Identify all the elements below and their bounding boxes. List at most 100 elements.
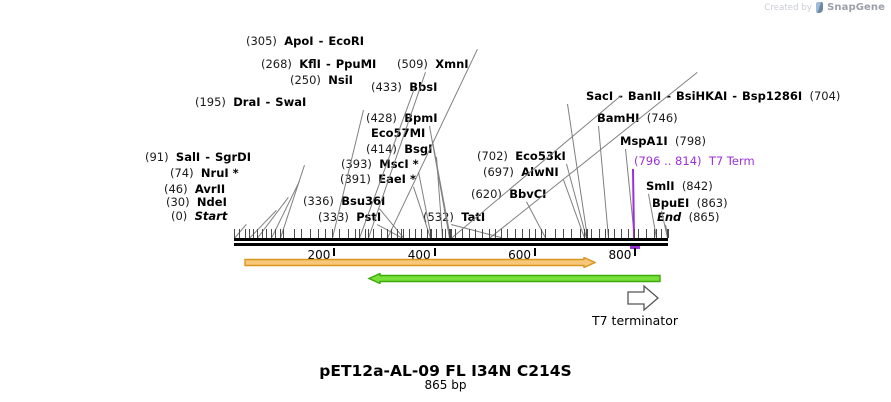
map-title: pET12a-AL-09 FL I34N C214S: [319, 362, 572, 380]
cut-site-tick: [469, 229, 470, 238]
site-label-sali-sgrdi[interactable]: (91) SalI - SgrDI: [145, 151, 251, 164]
site-label-smli[interactable]: SmlI (842): [646, 180, 713, 193]
enzyme-name: SgrDI: [214, 150, 251, 164]
site-label-kfli-ppumi[interactable]: (268) KflI - PpuMI: [261, 58, 376, 71]
enzyme-name: BsiHKAI: [675, 89, 728, 103]
enzyme-name: DraI: [233, 95, 261, 109]
site-label-drai-swai[interactable]: (195) DraI - SwaI: [195, 96, 306, 109]
cut-site-tick: [310, 229, 311, 238]
cut-site-tick: [584, 229, 585, 238]
cut-site-tick: [391, 229, 392, 238]
ruler-tick: [333, 248, 336, 256]
cut-site-tick: [501, 229, 502, 238]
cut-site-tick: [522, 229, 523, 238]
rightward-arrow-icon: [627, 284, 659, 312]
cut-site-tick: [654, 229, 655, 238]
site-label-bpmi[interactable]: (428) BpmI: [366, 112, 438, 125]
cut-site-tick: [397, 229, 398, 238]
ruler-tick: [534, 248, 537, 256]
cut-site-tick: [656, 229, 657, 238]
cut-site-tick: [245, 229, 246, 238]
t7-terminator-label: T7 terminator: [592, 313, 678, 328]
enzyme-name: SacI: [586, 89, 614, 103]
site-label-bpuei[interactable]: BpuEI (863): [652, 197, 728, 210]
cut-site-tick: [294, 229, 295, 238]
enzyme-name: KflI: [299, 57, 321, 71]
site-position: (428): [366, 111, 397, 125]
site-position: (863): [696, 196, 728, 210]
site-label-psti[interactable]: (333) PstI: [318, 211, 381, 224]
site-position: (250): [290, 73, 321, 87]
site-position: (0): [171, 209, 188, 223]
cut-site-tick: [571, 229, 572, 238]
cut-site-tick: [475, 229, 476, 238]
t7-term-feature-mark: [630, 246, 640, 249]
cut-site-tick: [614, 229, 615, 238]
site-position: (697): [483, 165, 514, 179]
cut-site-tick: [599, 229, 600, 238]
cut-site-tick: [339, 229, 340, 238]
site-label-nsii[interactable]: (250) NsiI: [290, 74, 353, 87]
cut-site-tick: [628, 229, 629, 238]
ruler-tick: [433, 248, 436, 256]
cut-site-tick: [283, 229, 284, 238]
site-label-avrii[interactable]: (46) AvrII: [164, 183, 225, 196]
cut-site-tick: [332, 229, 333, 238]
cut-site-tick: [605, 229, 606, 238]
site-label-ndei[interactable]: (30) NdeI: [166, 196, 227, 209]
enzyme-name: SwaI: [275, 95, 307, 109]
cut-site-tick: [555, 229, 556, 238]
ruler-tick-label: 200: [307, 248, 331, 262]
cut-site-tick: [275, 229, 276, 238]
cut-site-tick: [257, 229, 258, 238]
site-label-bbsi[interactable]: (433) BbsI: [371, 81, 437, 94]
ruler-tick-label: 400: [407, 248, 431, 262]
name-separator: -: [662, 89, 675, 103]
site-label-t7term[interactable]: (796 .. 814) T7 Term: [634, 155, 755, 168]
site-label-bbvci[interactable]: (620) BbvCI: [471, 188, 546, 201]
site-position: (46): [164, 182, 188, 196]
cut-site-tick: [409, 229, 410, 238]
cut-site-tick: [535, 229, 536, 238]
name-separator: -: [314, 34, 328, 48]
site-position: (305): [246, 34, 277, 48]
site-label-end[interactable]: End (865): [657, 211, 720, 224]
cut-site-tick: [415, 229, 416, 238]
cut-site-tick: [234, 229, 235, 238]
name-separator: -: [261, 95, 275, 109]
cut-site-tick: [325, 229, 326, 238]
enzyme-name: AlwNI: [521, 165, 559, 179]
enzyme-name: Start: [194, 209, 228, 223]
cut-site-tick: [668, 229, 669, 238]
cut-site-tick: [515, 229, 516, 238]
site-label-bamhi[interactable]: BamHI (746): [597, 112, 678, 125]
cut-site-tick: [445, 229, 446, 238]
site-position: (796 .. 814): [634, 154, 702, 168]
site-label-saci-group[interactable]: SacI - BanII - BsiHKAI - Bsp1286I (704): [586, 90, 840, 103]
cut-site-tick: [586, 229, 587, 238]
name-separator: -: [321, 57, 335, 71]
site-label-start[interactable]: (0) Start: [171, 210, 227, 223]
site-position: (333): [318, 210, 349, 224]
site-position: (704): [809, 89, 841, 103]
enzyme-name: EaeI *: [378, 172, 416, 186]
orf-arrow-orange: [244, 257, 596, 268]
site-label-alwni[interactable]: (697) AlwNI: [483, 166, 559, 179]
cut-site-tick: [271, 229, 272, 238]
cut-site-tick: [482, 229, 483, 238]
cut-site-tick: [430, 229, 431, 238]
site-label-apoi-ecori[interactable]: (305) ApoI - EcoRI: [246, 35, 364, 48]
site-label-nrui[interactable]: (74) NruI *: [170, 167, 239, 180]
map-subtitle: 865 bp: [424, 378, 467, 392]
site-label-xmni[interactable]: (509) XmnI: [397, 58, 469, 71]
enzyme-name: BpuEI: [652, 196, 690, 210]
t7-terminator-feature[interactable]: [626, 284, 660, 316]
site-position: (30): [166, 195, 190, 209]
enzyme-name: MscI *: [379, 157, 419, 171]
enzyme-name: ApoI: [284, 34, 314, 48]
cut-site-tick: [427, 229, 428, 238]
site-label-mspa1i[interactable]: MspA1I (798): [620, 135, 706, 148]
site-label-msci[interactable]: (393) MscI *: [341, 158, 419, 171]
cut-site-tick: [421, 229, 422, 238]
backbone-line-bottom: [234, 243, 668, 246]
